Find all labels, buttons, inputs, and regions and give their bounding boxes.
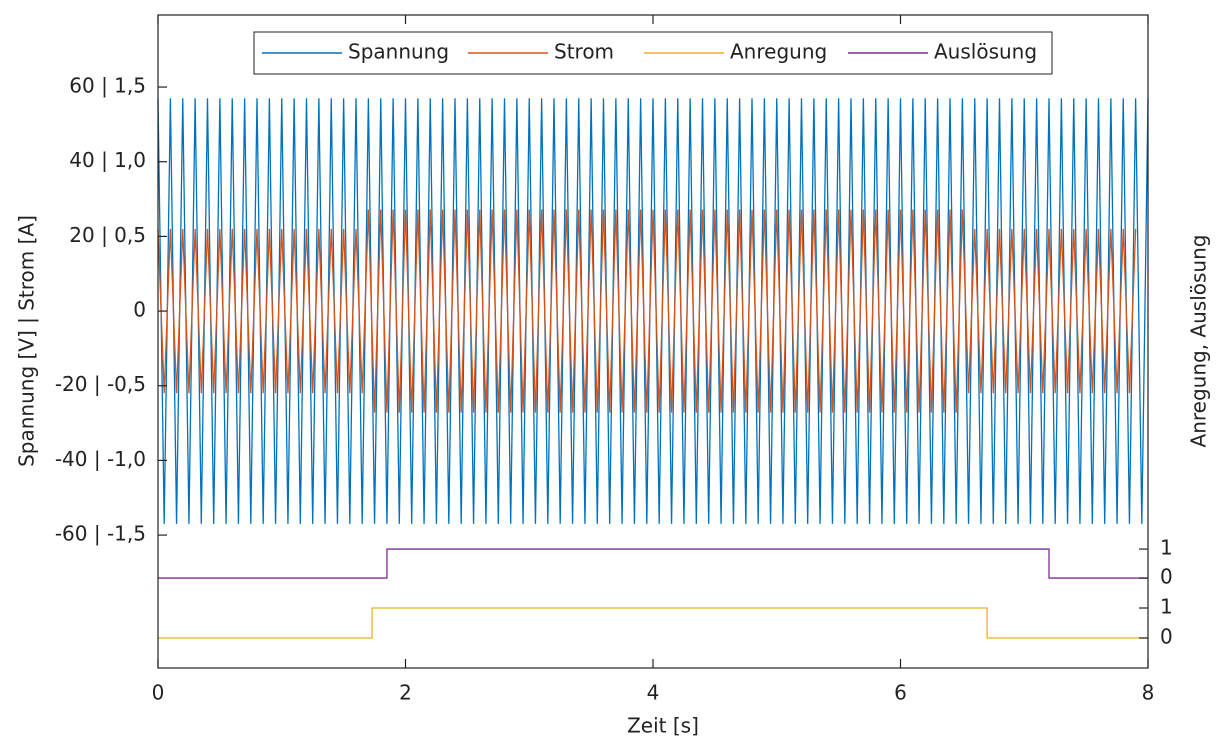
y-tick-label: 40 | 1,0 [69, 148, 146, 172]
y-tick-label: -40 | -1,0 [55, 447, 146, 471]
y-right-tick-label: 0 [1160, 565, 1173, 589]
y-tick-label: 60 | 1,5 [69, 74, 146, 98]
legend-label: Strom [554, 40, 614, 64]
y-axis-label-right: Anregung, Auslösung [1187, 235, 1211, 448]
series-line [158, 607, 1148, 639]
legend-label: Auslösung [934, 40, 1037, 64]
y-tick-label: -60 | -1,5 [55, 522, 146, 546]
y-tick-label: 0 [133, 298, 146, 322]
x-tick-label: 2 [399, 681, 412, 705]
y-tick-label: 20 | 0,5 [69, 223, 146, 247]
series-line [157, 209, 1137, 413]
y-right-tick-label: 1 [1160, 595, 1173, 619]
x-tick-label: 6 [894, 681, 907, 705]
x-tick-label: 0 [152, 681, 165, 705]
series-line [157, 98, 1149, 524]
y-tick-label: -20 | -0,5 [55, 372, 146, 396]
legend-label: Anregung [730, 40, 827, 64]
legend-label: Spannung [348, 40, 449, 64]
x-axis-label: Zeit [s] [627, 714, 699, 738]
y-right-tick-label: 0 [1160, 625, 1173, 649]
x-tick-label: 8 [1142, 681, 1155, 705]
y-axis-label: Spannung [V] | Strom [A] [15, 215, 39, 467]
x-tick-label: 4 [647, 681, 660, 705]
series-line [158, 548, 1148, 579]
y-right-tick-label: 1 [1160, 536, 1173, 560]
